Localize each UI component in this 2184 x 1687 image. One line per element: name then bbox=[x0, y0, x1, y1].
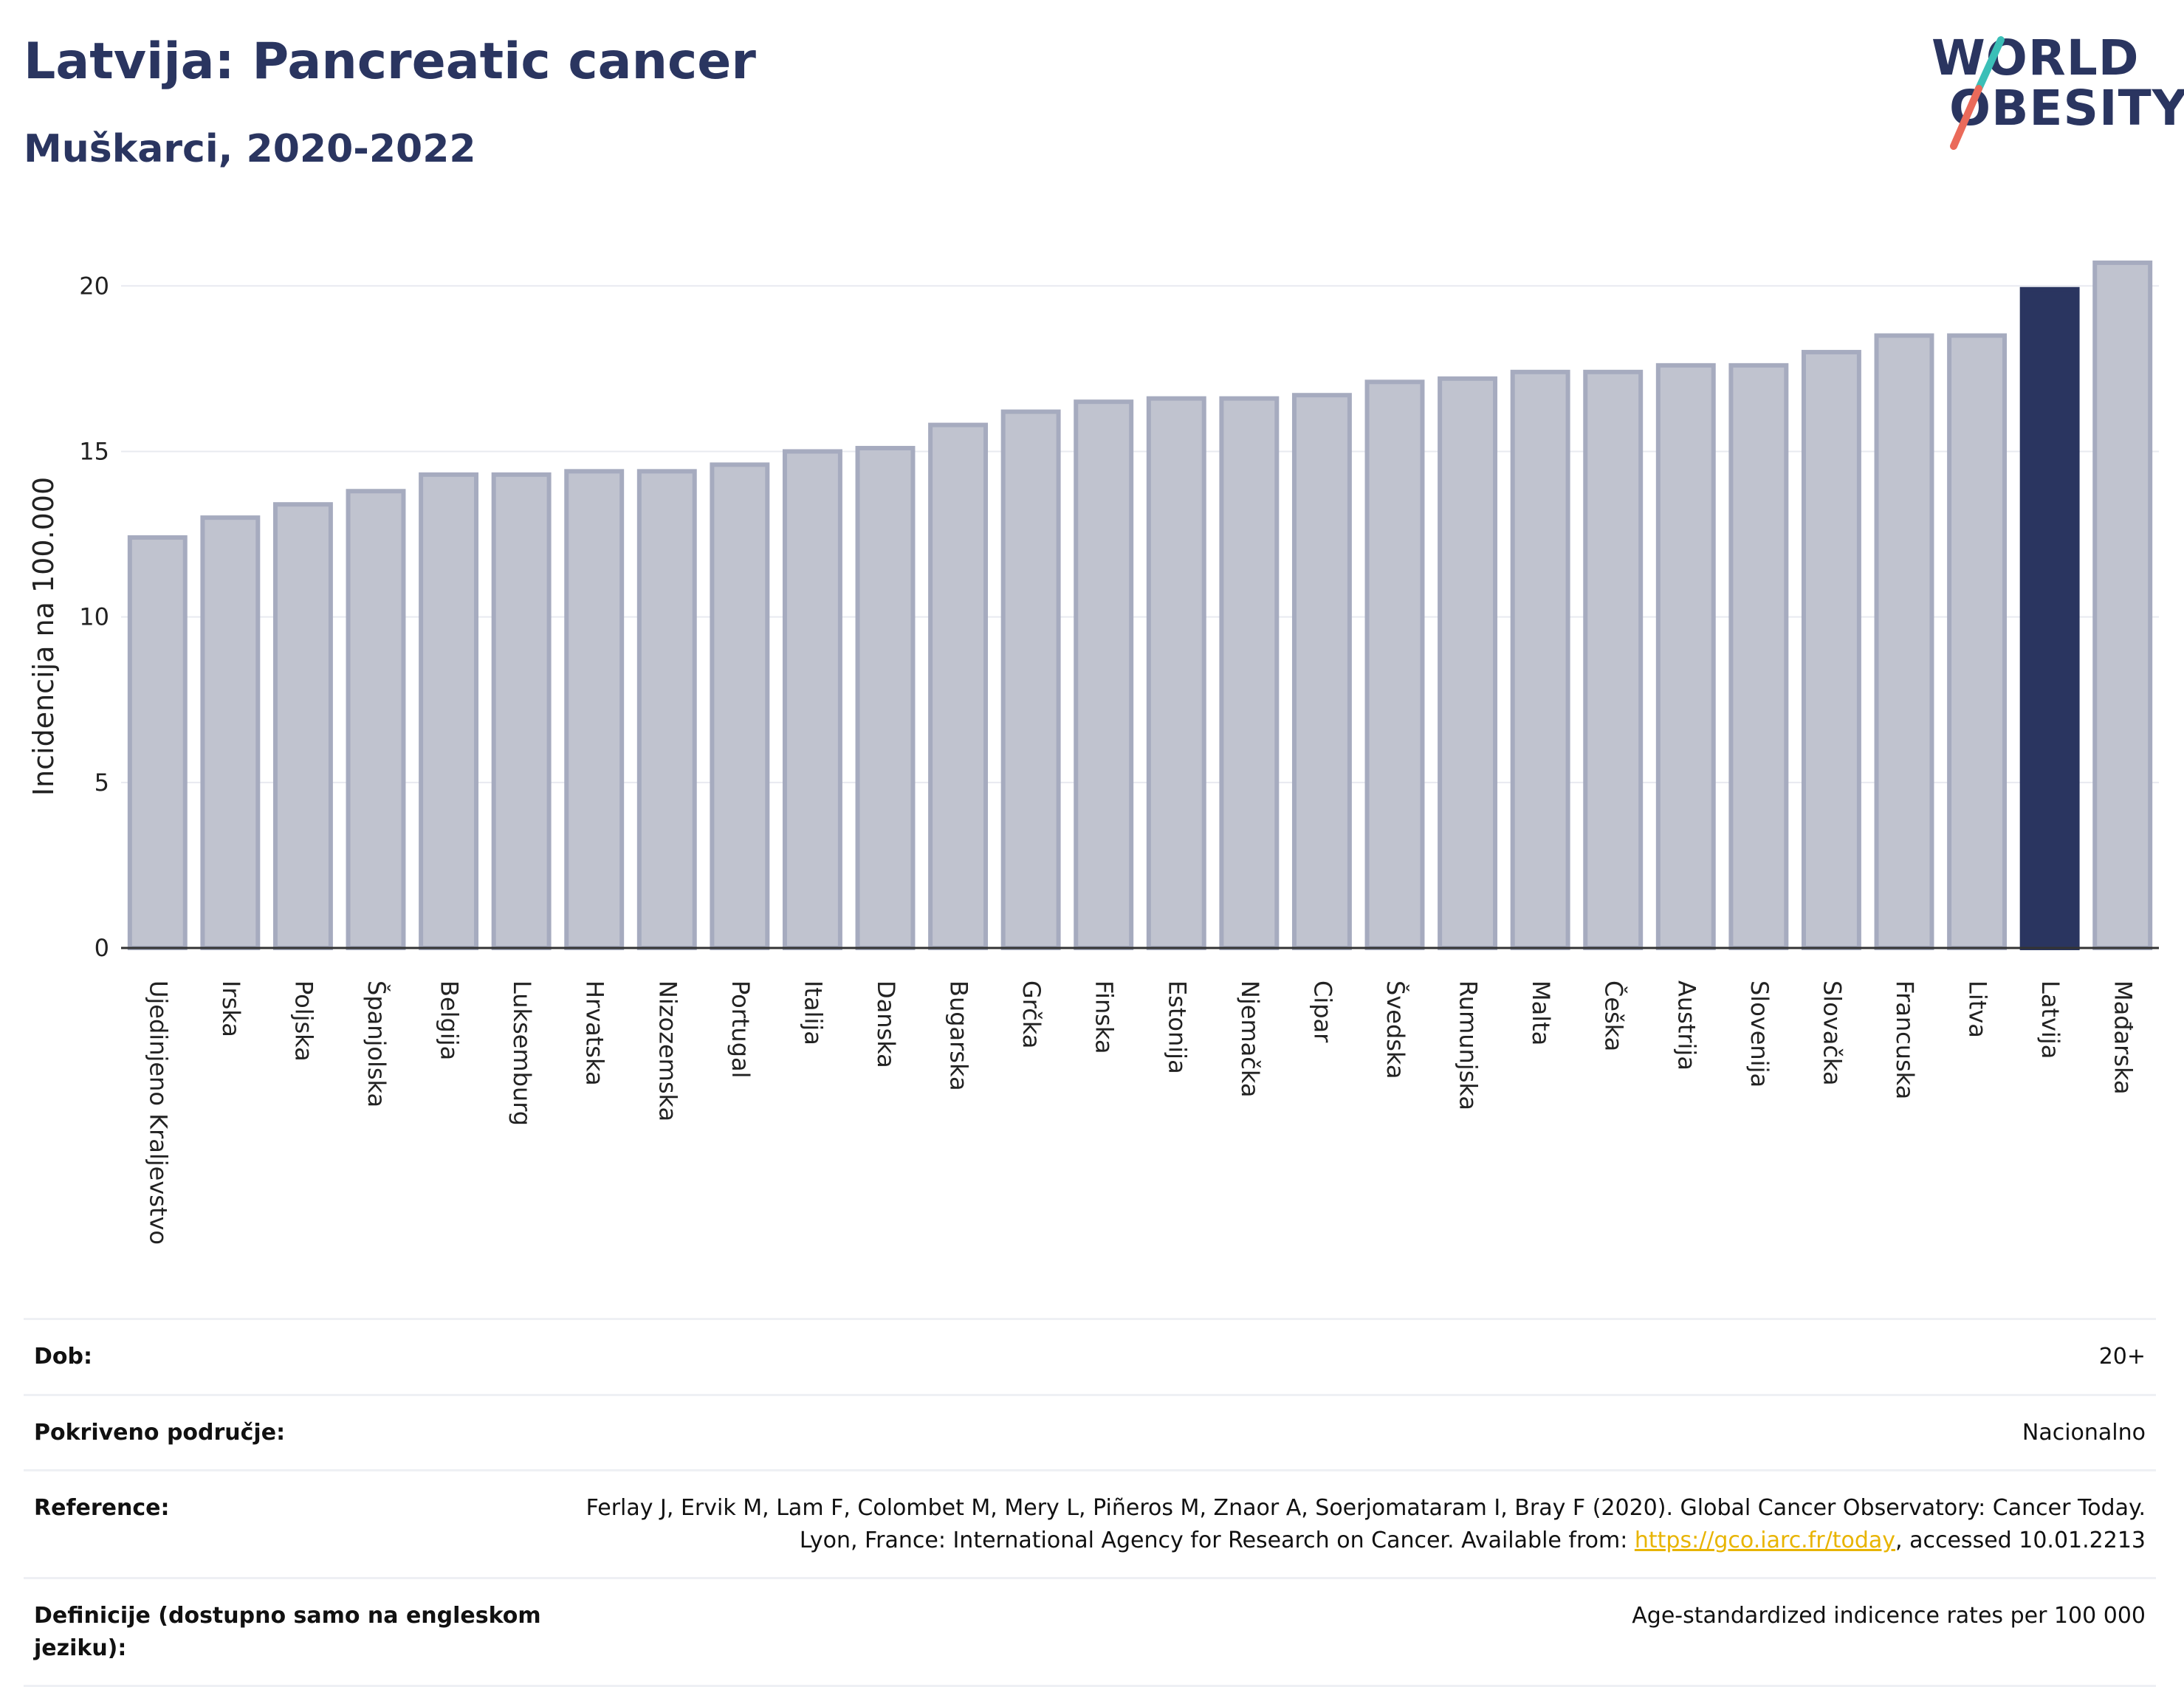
logo-slash-icon bbox=[1950, 36, 2005, 150]
logo-line-2: OBESITY bbox=[1949, 80, 2184, 137]
y-tick-label: 15 bbox=[79, 437, 109, 465]
bar-grčka[interactable] bbox=[1000, 409, 1061, 950]
bar-poljska[interactable] bbox=[272, 502, 333, 950]
x-tick-label: Danska bbox=[872, 980, 900, 1068]
x-tick-label: Nizozemska bbox=[653, 980, 681, 1121]
reference-accessed: , accessed 10.01.2213 bbox=[1895, 1527, 2146, 1553]
meta-value: Age-standardized indicence rates per 100… bbox=[561, 1577, 2156, 1687]
logo-line-1: WORLD bbox=[1931, 30, 2140, 86]
bar-estonija[interactable] bbox=[1146, 396, 1206, 950]
meta-value: 20+ bbox=[561, 1318, 2156, 1395]
x-tick-label: Grčka bbox=[1017, 980, 1045, 1048]
x-tick-label: Bugarska bbox=[945, 980, 973, 1091]
bar-francuska[interactable] bbox=[1874, 333, 1934, 950]
y-tick-label: 20 bbox=[79, 272, 109, 300]
metadata-table: Dob: 20+ Pokriveno područje: Nacionalno … bbox=[24, 1318, 2156, 1687]
bar-irska[interactable] bbox=[200, 515, 261, 950]
bar-finska[interactable] bbox=[1074, 399, 1134, 950]
x-tick-label: Rumunjska bbox=[1455, 980, 1483, 1110]
bar-hrvatska[interactable] bbox=[564, 469, 625, 950]
bar-ujedinjeno-kraljevstvo[interactable] bbox=[127, 535, 188, 950]
x-tick-label: Poljska bbox=[289, 980, 317, 1062]
reference-text: Ferlay J, Ervik M, Lam F, Colombet M, Me… bbox=[586, 1495, 2146, 1553]
x-tick-label: Irska bbox=[217, 980, 245, 1037]
meta-row-coverage: Pokriveno područje: Nacionalno bbox=[24, 1393, 2156, 1471]
meta-value: Nacionalno bbox=[561, 1393, 2156, 1471]
x-tick-label: Luksemburg bbox=[508, 980, 536, 1126]
world-obesity-logo: WORLD OBESITY bbox=[1920, 30, 2184, 162]
bar-bugarska[interactable] bbox=[928, 422, 989, 950]
meta-value: Ferlay J, Ervik M, Lam F, Colombet M, Me… bbox=[561, 1469, 2156, 1578]
y-axis-title: Incidencija na 100.000 bbox=[27, 477, 60, 796]
bar-austrija[interactable] bbox=[1655, 363, 1716, 950]
meta-row-age: Dob: 20+ bbox=[24, 1318, 2156, 1395]
x-tick-label: Malta bbox=[1527, 980, 1555, 1045]
bar-slovačka[interactable] bbox=[1801, 349, 1861, 950]
x-tick-label: Italija bbox=[799, 980, 827, 1045]
reference-link[interactable]: https://gco.iarc.fr/today bbox=[1634, 1527, 1896, 1553]
bar-rumunjska[interactable] bbox=[1438, 376, 1498, 951]
bar-chart: 0 5 10 15 20 Ujedinjeno Kraljevstvo Irska Polj… bbox=[27, 260, 2159, 1245]
x-tick-label: Slovačka bbox=[1818, 980, 1846, 1086]
x-tick-label: Latvija bbox=[2036, 980, 2064, 1059]
bar-njemačka[interactable] bbox=[1219, 396, 1280, 950]
bar-luksemburg[interactable] bbox=[491, 472, 552, 951]
y-tick-label: 0 bbox=[95, 934, 109, 962]
x-tick-label: Finska bbox=[1091, 980, 1119, 1054]
bar-cipar[interactable] bbox=[1291, 393, 1352, 950]
x-tick-label: Hrvatska bbox=[581, 980, 609, 1086]
bar-švedska[interactable] bbox=[1364, 379, 1425, 951]
x-tick-label: Češka bbox=[1600, 980, 1629, 1051]
meta-key: Definicije (dostupno samo na engleskom j… bbox=[24, 1577, 561, 1687]
chart-title: Latvija: Pancreatic cancer bbox=[24, 32, 756, 91]
x-tick-label: Litva bbox=[1964, 980, 1992, 1038]
meta-row-definitions: Definicije (dostupno samo na engleskom j… bbox=[24, 1577, 2156, 1687]
bar-španjolska[interactable] bbox=[346, 489, 406, 950]
x-tick-label: Mađarska bbox=[2109, 980, 2137, 1095]
x-tick-label: Estonija bbox=[1163, 980, 1191, 1074]
x-axis-labels: Ujedinjeno Kraljevstvo Irska Poljska Španjo… bbox=[144, 980, 2137, 1245]
x-tick-label: Španjolska bbox=[363, 980, 391, 1107]
meta-key: Reference: bbox=[24, 1469, 561, 1578]
x-tick-label: Portugal bbox=[727, 980, 755, 1079]
bar-portugal[interactable] bbox=[710, 462, 770, 950]
x-tick-label: Austrija bbox=[1672, 980, 1700, 1071]
meta-key: Pokriveno područje: bbox=[24, 1393, 561, 1471]
x-tick-label: Francuska bbox=[1891, 980, 1919, 1099]
meta-key: Dob: bbox=[24, 1318, 561, 1395]
bar-belgija[interactable] bbox=[419, 472, 479, 951]
x-tick-label: Slovenija bbox=[1745, 980, 1773, 1088]
bar-italija[interactable] bbox=[782, 449, 842, 951]
x-tick-label: Ujedinjeno Kraljevstvo bbox=[144, 980, 172, 1245]
bar-malta[interactable] bbox=[1510, 369, 1570, 950]
bar-latvija[interactable] bbox=[2019, 286, 2080, 950]
bar-nizozemska[interactable] bbox=[636, 469, 697, 950]
bar-slovenija[interactable] bbox=[1728, 363, 1789, 950]
meta-row-reference: Reference: Ferlay J, Ervik M, Lam F, Col… bbox=[24, 1469, 2156, 1578]
bar-češka[interactable] bbox=[1583, 369, 1644, 950]
bar-mađarska[interactable] bbox=[2092, 260, 2153, 951]
x-tick-label: Belgija bbox=[436, 980, 464, 1060]
y-axis-ticks: 0 5 10 15 20 bbox=[79, 272, 109, 962]
y-tick-label: 10 bbox=[79, 603, 109, 631]
bar-danska[interactable] bbox=[855, 445, 916, 950]
x-tick-label: Njemačka bbox=[1236, 980, 1264, 1097]
y-tick-label: 5 bbox=[95, 769, 109, 797]
bar-litva[interactable] bbox=[1947, 333, 2008, 950]
x-tick-label: Cipar bbox=[1308, 980, 1336, 1043]
x-tick-label: Švedska bbox=[1381, 980, 1410, 1079]
bars bbox=[127, 260, 2153, 951]
chart-subtitle: Muškarci, 2020-2022 bbox=[24, 127, 476, 171]
